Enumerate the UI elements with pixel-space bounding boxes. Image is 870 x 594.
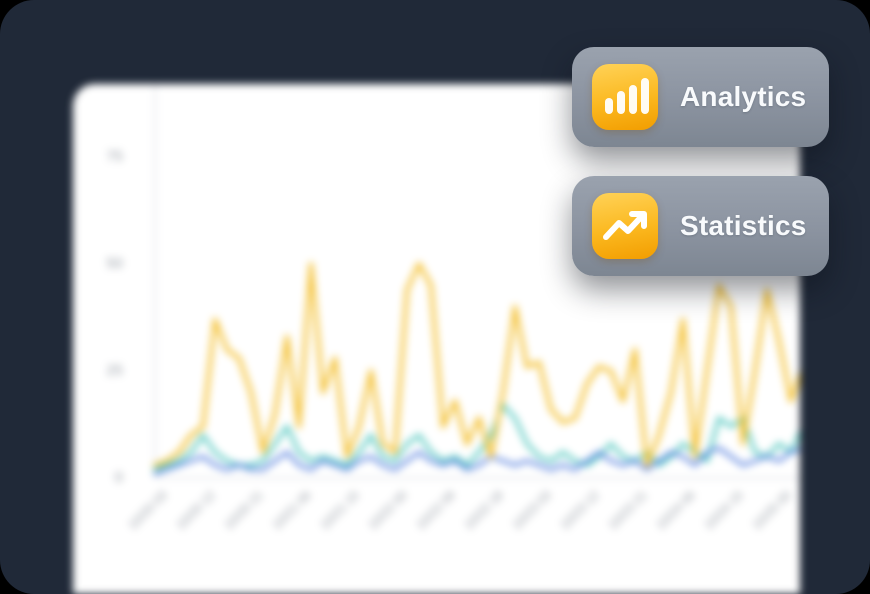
amber-series-line bbox=[153, 262, 800, 468]
trend-up-icon bbox=[592, 193, 658, 259]
analytics-badge-label: Analytics bbox=[680, 81, 807, 112]
statistics-badge-label: Statistics bbox=[680, 210, 807, 241]
blue-series-line bbox=[153, 446, 800, 476]
line-chart bbox=[153, 84, 800, 479]
y-tick-label: 25 bbox=[106, 362, 123, 379]
y-tick-label: 75 bbox=[106, 148, 123, 165]
statistics-badge[interactable]: Statistics bbox=[572, 176, 829, 276]
analytics-badge[interactable]: Analytics bbox=[572, 47, 829, 147]
chart-panel: 75 50 25 0 10/20 03 10/20 12 10/20 21 10/21 06… bbox=[73, 84, 800, 594]
bar-chart-icon bbox=[592, 64, 658, 130]
teal-series-line bbox=[153, 403, 800, 472]
chart-series-group bbox=[153, 262, 800, 476]
y-tick-label: 50 bbox=[106, 255, 123, 272]
y-tick-label: 0 bbox=[114, 469, 123, 486]
